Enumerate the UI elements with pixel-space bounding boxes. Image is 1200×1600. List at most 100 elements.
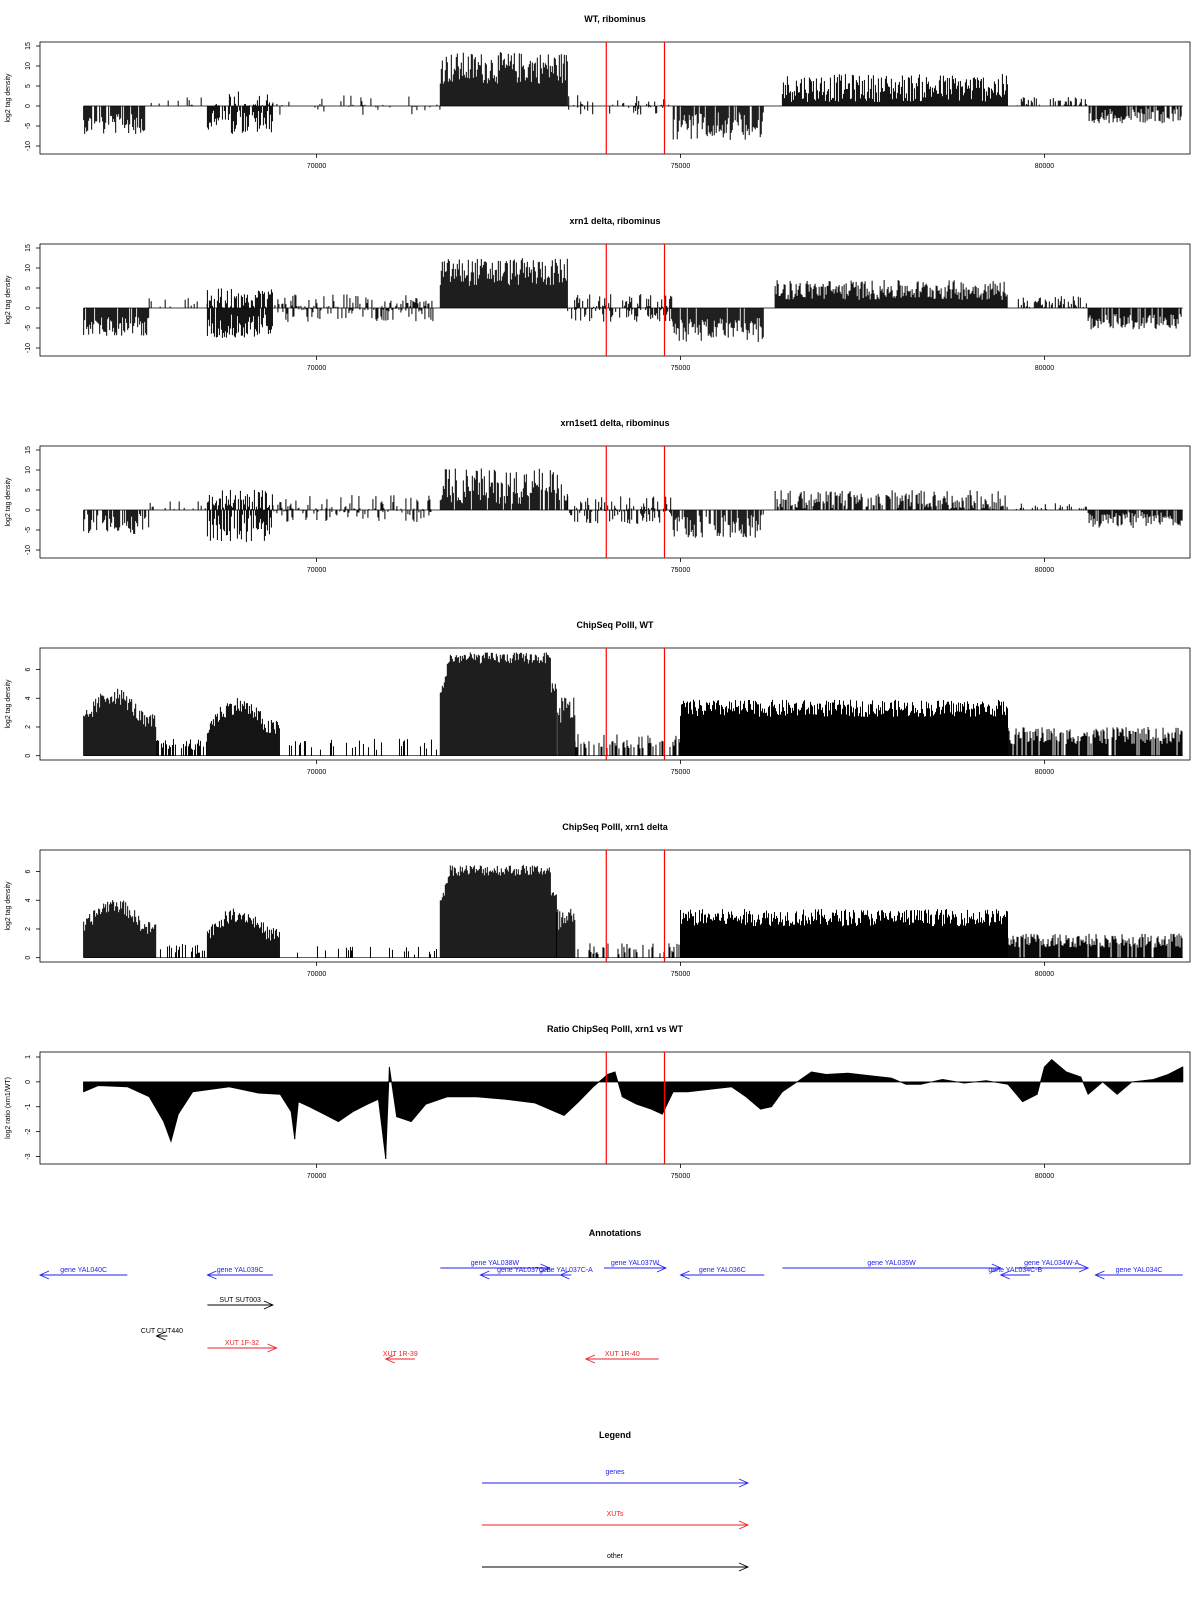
x-tick-label: 75000 [671,163,691,170]
gene-arrowhead-icon [206,1270,217,1280]
y-tick-label: -10 [25,141,32,151]
panel-title: Ratio ChipSeq PolII, xrn1 vs WT [547,1024,684,1034]
y-axis-label: log2 ratio (xrn1/WT) [5,1077,12,1139]
y-tick-label: -1 [25,1104,32,1110]
y-tick-label: 0 [25,956,32,960]
y-tick-label: 0 [25,306,32,310]
gene-arrowhead-icon [679,1270,690,1280]
xut-arrowhead-icon [584,1354,596,1364]
annotations-panel: Annotations gene YAL040C gene YAL039C gene … [38,1228,1183,1364]
plot-frame [39,849,1191,963]
plot-frame [39,647,1191,761]
y-axis-label: log2 tag density [5,275,12,325]
y-tick-label: 0 [25,508,32,512]
y-tick-label: 0 [25,104,32,108]
xut-annotation: XUT 1R-40 [584,1351,659,1364]
panel-title: xrn1set1 delta, ribominus [560,418,669,428]
y-tick-label: -10 [25,545,32,555]
gene-annotation: gene YAL035W [782,1260,1002,1273]
xut-annotation: XUT 1R-39 [383,1351,418,1364]
panel-title: WT, ribominus [584,14,646,24]
x-tick-label: 80000 [1035,163,1055,170]
gene-arrowhead-icon [1094,1270,1105,1280]
y-tick-label: 1 [25,1055,32,1059]
y-tick-label: 4 [25,696,32,700]
other-label: CUT CUT440 [141,1328,183,1335]
legend-arrowhead-icon [738,1520,750,1530]
other-arrowhead-icon [263,1300,275,1310]
y-tick-label: -2 [25,1128,32,1134]
x-tick-label: 70000 [307,163,327,170]
y-axis-label: log2 tag density [5,73,12,123]
legend-item-label: genes [605,1469,625,1476]
y-tick-label: 5 [25,84,32,88]
y-tick-label: -5 [25,123,32,129]
legend-title: Legend [599,1430,631,1440]
y-tick-label: 10 [25,466,32,474]
gene-label: gene YAL036C [699,1267,746,1274]
x-tick-label: 70000 [307,769,327,776]
data-marks [83,258,1182,342]
gene-arrowhead-icon [991,1263,1002,1273]
gene-label: gene YAL037C-B [497,1267,551,1274]
gene-annotation: gene YAL034C [1094,1267,1183,1280]
y-axis-label: log2 tag density [5,679,12,729]
plot-frame [39,1051,1191,1165]
data-marks [83,652,1183,756]
x-tick-label: 70000 [307,567,327,574]
y-tick-label: 10 [25,62,32,70]
y-tick-label: 2 [25,927,32,931]
data-marks [83,468,1183,542]
gene-label: gene YAL034W-A [1024,1260,1080,1267]
gene-arrowhead-icon [38,1270,50,1280]
x-tick-label: 80000 [1035,971,1055,978]
legend-arrowhead-icon [738,1478,750,1488]
x-tick-label: 75000 [671,1173,691,1180]
annotations-title: Annotations [589,1228,642,1238]
panel-title: ChipSeq PolII, xrn1 delta [562,822,669,832]
gene-label: gene YAL038W [471,1260,520,1267]
gene-annotation: gene YAL040C [38,1267,128,1280]
data-marks [83,1058,1184,1160]
x-tick-label: 70000 [307,365,327,372]
x-tick-label: 75000 [671,769,691,776]
x-tick-label: 80000 [1035,567,1055,574]
x-tick-label: 80000 [1035,769,1055,776]
y-tick-label: 10 [25,264,32,272]
gene-arrowhead-icon [479,1270,490,1280]
y-tick-label: 15 [25,244,32,252]
y-tick-label: 2 [25,725,32,729]
data-marks [83,52,1182,140]
data-marks [83,864,1183,958]
y-tick-label: 15 [25,446,32,454]
y-tick-label: 6 [25,869,32,873]
x-tick-label: 75000 [671,971,691,978]
x-tick-label: 80000 [1035,1173,1055,1180]
gene-label: gene YAL040C [60,1267,107,1274]
panel-wt_ribominus: WT, ribominus -10 -5 0 5 10 15 log2 tag density… [5,14,1191,170]
other-label: SUT SUT003 [219,1297,261,1304]
gene-arrowhead-icon [540,1263,551,1273]
xut-label: XUT 1R-39 [383,1351,418,1358]
gene-label: gene YAL035W [867,1260,916,1267]
y-tick-label: 0 [25,754,32,758]
other-arrowhead-icon [155,1331,166,1341]
plot-frame [39,41,1191,155]
gene-annotation: gene YAL034W-A [1015,1260,1090,1273]
ratio-area [83,1058,1184,1160]
plot-frame [39,445,1191,559]
panel-title: ChipSeq PolII, WT [577,620,654,630]
y-axis-label: log2 tag density [5,477,12,527]
plot-frame [39,243,1191,357]
gene-annotation: gene YAL037C-B [479,1267,568,1280]
other-annotation: CUT CUT440 [141,1328,183,1341]
legend-arrowhead-icon [738,1562,750,1572]
y-tick-label: 4 [25,898,32,902]
y-tick-label: -5 [25,527,32,533]
gene-annotation: gene YAL034C-B [988,1267,1043,1280]
gene-label: gene YAL037W [611,1260,660,1267]
legend-item: other [482,1553,750,1572]
xut-arrowhead-icon [267,1343,278,1353]
x-tick-label: 80000 [1035,365,1055,372]
